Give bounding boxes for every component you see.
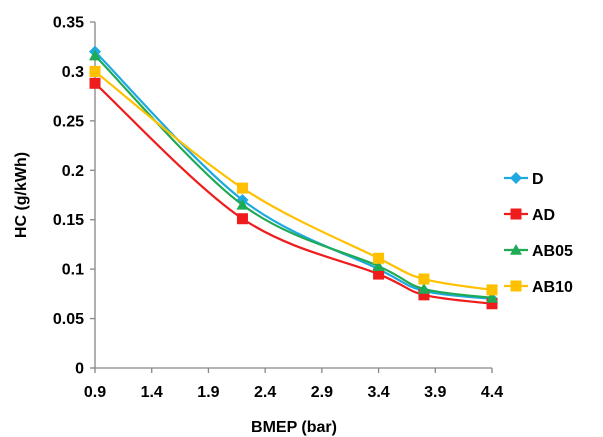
x-tick-label: 1.4 — [141, 384, 163, 401]
series-ab05 — [89, 49, 498, 303]
data-point-ad — [418, 289, 430, 301]
y-tick-label: 0 — [75, 361, 84, 378]
data-point-ab10 — [418, 273, 430, 285]
series-d — [89, 45, 498, 305]
legend-item-ad: AD — [504, 207, 555, 224]
y-tick-label: 0.15 — [53, 212, 84, 229]
legend-marker-ab10 — [510, 280, 522, 292]
legend-label-d: D — [532, 171, 544, 188]
y-tick-label: 0.2 — [62, 163, 84, 180]
data-point-ab05 — [89, 49, 101, 61]
series-ad — [89, 77, 498, 310]
x-tick-label: 4.4 — [481, 384, 503, 401]
legend-marker-d — [510, 172, 522, 184]
series-line-ab10 — [94, 70, 493, 291]
data-point-ad — [373, 268, 385, 280]
data-point-ab05 — [417, 282, 430, 294]
y-tick-label: 0.3 — [62, 64, 84, 81]
legend-item-d: D — [504, 171, 544, 188]
x-axis-title: BMEP (bar) — [251, 419, 337, 436]
x-tick-label: 3.9 — [424, 384, 446, 401]
data-point-ad — [486, 298, 498, 310]
legend-item-ab05: AB05 — [504, 243, 573, 260]
series-line-ad — [94, 82, 493, 305]
y-tick-label: 0.35 — [53, 15, 84, 32]
x-tick-label: 1.9 — [197, 384, 219, 401]
legend-marker-ad — [510, 208, 522, 220]
axes-layer: 0 0.05 0.1 0.15 0.2 0.25 0.3 0.35 0.9 1.4 1.9 2.4 2.… — [53, 15, 503, 402]
data-point-ab05 — [486, 291, 498, 303]
series-line-ab05 — [94, 54, 493, 299]
y-tick-label: 0.05 — [53, 311, 84, 328]
data-point-ad — [89, 77, 101, 89]
legend: D AD AB05 AB10 — [504, 171, 573, 296]
data-point-ab05 — [236, 198, 249, 210]
data-point-ab10 — [373, 252, 385, 264]
data-point-ab10 — [486, 284, 498, 296]
data-point-ab05 — [372, 260, 385, 271]
y-tick-label: 0.25 — [53, 113, 84, 130]
legend-marker-ab05 — [510, 244, 522, 255]
x-tick-label: 3.4 — [367, 384, 389, 401]
legend-label-ad: AD — [532, 207, 555, 224]
y-axis-title: HC (g/kWh) — [13, 152, 30, 238]
legend-label-ab05: AB05 — [532, 243, 573, 260]
data-point-ab10 — [236, 182, 248, 194]
x-tick-label: 0.9 — [84, 384, 106, 401]
series-layer — [89, 45, 498, 310]
legend-label-ab10: AB10 — [532, 279, 573, 296]
series-ab10 — [89, 65, 498, 296]
data-point-ab10 — [89, 65, 101, 77]
x-tick-label: 2.4 — [254, 384, 276, 401]
y-tick-label: 0.1 — [62, 262, 84, 279]
legend-item-ab10: AB10 — [504, 279, 573, 296]
x-tick-label: 2.9 — [311, 384, 333, 401]
series-line-d — [94, 50, 493, 300]
data-point-ad — [236, 213, 248, 225]
